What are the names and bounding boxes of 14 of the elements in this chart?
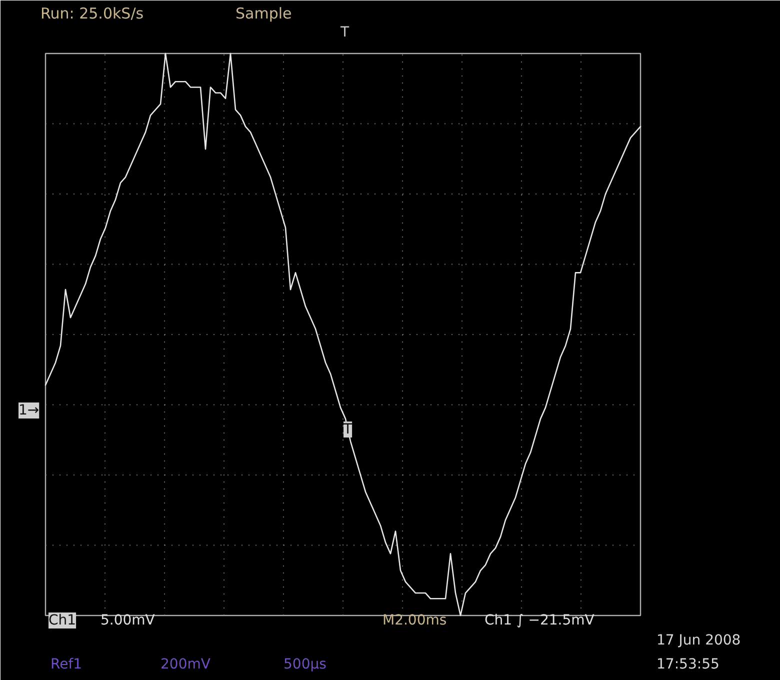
text: Ref1 [50,656,82,672]
text: 17 Jun 2008 [656,632,741,648]
annotation: Ch1 [48,612,76,628]
text: 1→ [18,402,40,418]
annotation: T [342,422,352,438]
text: 200mV [160,656,211,672]
chart-subtitle: Sample [236,4,292,22]
annotation: 5.00mV [100,612,156,628]
text: 500µs [284,656,326,672]
text: T [340,24,350,40]
text: 17:53:55 [656,656,720,672]
annotation: Ch1 ∫ −21.5mV [484,612,595,628]
annotation: M2.00ms [382,612,447,628]
chart-title: Run: 25.0kS/s [40,4,144,22]
